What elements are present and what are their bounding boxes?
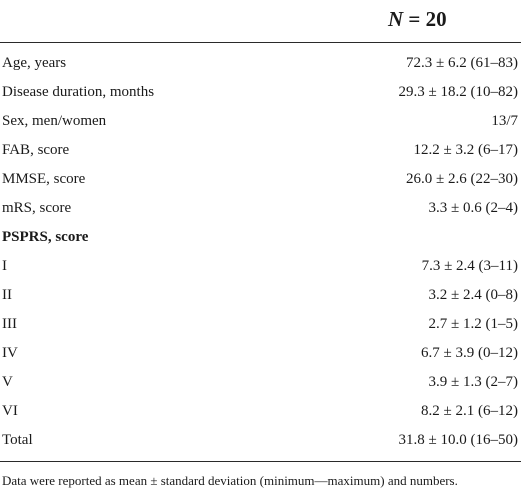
section-heading: PSPRS, score bbox=[2, 229, 89, 245]
row-label: IV bbox=[2, 345, 18, 361]
row-label: II bbox=[2, 287, 12, 303]
row-value: 3.3 ± 0.6 (2–4) bbox=[428, 200, 518, 216]
table-row-psprs-total: Total 31.8 ± 10.0 (16–50) bbox=[0, 426, 521, 455]
table-row-age: Age, years 72.3 ± 6.2 (61–83) bbox=[0, 49, 521, 78]
table-footnote: Data were reported as mean ± standard de… bbox=[2, 473, 458, 488]
row-value: 6.7 ± 3.9 (0–12) bbox=[421, 345, 518, 361]
n-symbol: N bbox=[388, 7, 404, 31]
row-value: 7.3 ± 2.4 (3–11) bbox=[421, 258, 518, 274]
table-header: N = 20 bbox=[0, 0, 521, 43]
row-label: mRS, score bbox=[2, 200, 72, 216]
table-bottom-rule bbox=[0, 461, 521, 462]
row-label: FAB, score bbox=[2, 142, 70, 158]
table-row-psprs-iii: III 2.7 ± 1.2 (1–5) bbox=[0, 310, 521, 339]
row-label: I bbox=[2, 258, 7, 274]
table-row-mmse: MMSE, score 26.0 ± 2.6 (22–30) bbox=[0, 165, 521, 194]
row-label: Age, years bbox=[2, 55, 67, 71]
row-label: Disease duration, months bbox=[2, 84, 155, 100]
row-label: Total bbox=[2, 432, 33, 448]
row-value: 29.3 ± 18.2 (10–82) bbox=[398, 84, 518, 100]
table-row-psprs-vi: VI 8.2 ± 2.1 (6–12) bbox=[0, 397, 521, 426]
table-row-psprs-v: V 3.9 ± 1.3 (2–7) bbox=[0, 368, 521, 397]
table-row-sex: Sex, men/women 13/7 bbox=[0, 107, 521, 136]
table-row-psprs-i: I 7.3 ± 2.4 (3–11) bbox=[0, 252, 521, 281]
table-row-psprs-ii: II 3.2 ± 2.4 (0–8) bbox=[0, 281, 521, 310]
n-value: = 20 bbox=[408, 7, 447, 31]
sample-size-heading: N = 20 bbox=[388, 7, 447, 32]
row-value: 13/7 bbox=[491, 113, 518, 129]
table-row-psprs-iv: IV 6.7 ± 3.9 (0–12) bbox=[0, 339, 521, 368]
row-value: 72.3 ± 6.2 (61–83) bbox=[406, 55, 518, 71]
table-row-fab: FAB, score 12.2 ± 3.2 (6–17) bbox=[0, 136, 521, 165]
row-value: 3.9 ± 1.3 (2–7) bbox=[428, 374, 518, 390]
row-value: 31.8 ± 10.0 (16–50) bbox=[398, 432, 518, 448]
row-value: 3.2 ± 2.4 (0–8) bbox=[428, 287, 518, 303]
table-row-mrs: mRS, score 3.3 ± 0.6 (2–4) bbox=[0, 194, 521, 223]
row-label: Sex, men/women bbox=[2, 113, 107, 129]
row-label: VI bbox=[2, 403, 18, 419]
row-value: 2.7 ± 1.2 (1–5) bbox=[428, 316, 518, 332]
row-label: III bbox=[2, 316, 17, 332]
row-label: MMSE, score bbox=[2, 171, 86, 187]
table-row-psprs-section: PSPRS, score bbox=[0, 223, 521, 252]
table-row-disease-duration: Disease duration, months 29.3 ± 18.2 (10… bbox=[0, 78, 521, 107]
row-value: 8.2 ± 2.1 (6–12) bbox=[421, 403, 518, 419]
row-value: 26.0 ± 2.6 (22–30) bbox=[406, 171, 518, 187]
row-value: 12.2 ± 3.2 (6–17) bbox=[413, 142, 518, 158]
row-label: V bbox=[2, 374, 13, 390]
